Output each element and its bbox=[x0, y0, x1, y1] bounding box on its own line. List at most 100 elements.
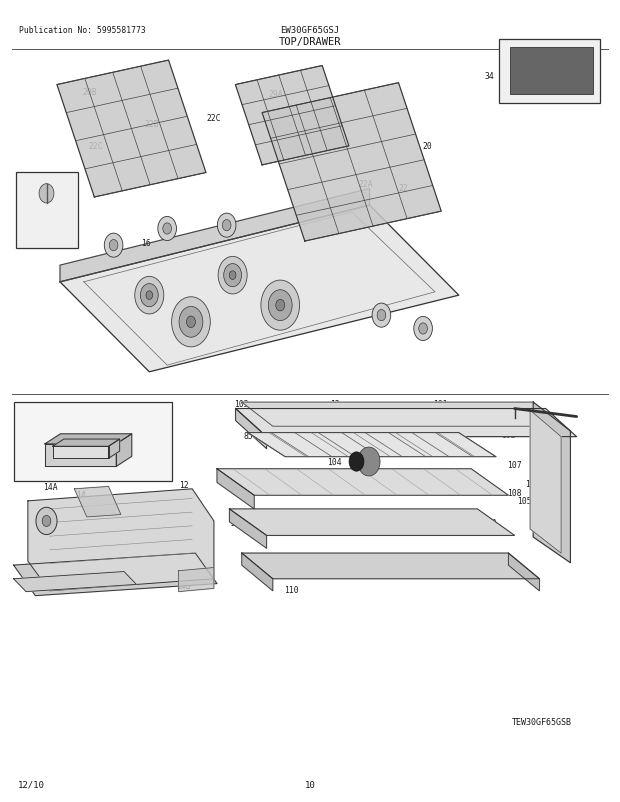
Polygon shape bbox=[53, 447, 108, 459]
Text: 50: 50 bbox=[69, 427, 79, 436]
Text: 104: 104 bbox=[327, 457, 342, 467]
Text: 88: 88 bbox=[20, 178, 30, 187]
Polygon shape bbox=[14, 572, 136, 592]
Text: TOP/DRAWER: TOP/DRAWER bbox=[279, 37, 341, 47]
Circle shape bbox=[223, 221, 231, 232]
Text: 4: 4 bbox=[37, 541, 42, 550]
Circle shape bbox=[109, 241, 118, 252]
Circle shape bbox=[140, 284, 158, 307]
Polygon shape bbox=[60, 189, 370, 282]
Text: 17: 17 bbox=[151, 557, 161, 566]
Circle shape bbox=[135, 277, 164, 314]
Polygon shape bbox=[28, 489, 214, 591]
Text: 106: 106 bbox=[525, 479, 539, 488]
Text: 1: 1 bbox=[215, 475, 219, 484]
Text: 14B: 14B bbox=[175, 581, 190, 590]
Polygon shape bbox=[508, 553, 539, 591]
Text: 85: 85 bbox=[243, 431, 253, 440]
Text: 13: 13 bbox=[314, 435, 324, 444]
Polygon shape bbox=[45, 444, 117, 467]
Text: 12: 12 bbox=[179, 480, 189, 490]
Polygon shape bbox=[45, 435, 131, 444]
Text: TEW30GF65GSB: TEW30GF65GSB bbox=[512, 717, 572, 727]
Text: 2: 2 bbox=[230, 518, 235, 528]
Text: 111: 111 bbox=[98, 407, 113, 416]
Text: 17: 17 bbox=[94, 502, 104, 512]
Polygon shape bbox=[217, 469, 508, 496]
Bar bbox=[16, 172, 78, 249]
Text: 14A: 14A bbox=[185, 565, 200, 574]
Text: 12/10: 12/10 bbox=[17, 780, 44, 789]
Polygon shape bbox=[117, 435, 131, 467]
Polygon shape bbox=[14, 553, 217, 596]
Text: Publication No: 5995581773: Publication No: 5995581773 bbox=[19, 26, 145, 34]
Text: 102: 102 bbox=[501, 430, 516, 439]
Circle shape bbox=[276, 300, 285, 311]
Polygon shape bbox=[236, 409, 267, 449]
Circle shape bbox=[36, 508, 57, 535]
Polygon shape bbox=[229, 509, 515, 536]
Text: 13: 13 bbox=[330, 399, 340, 409]
Polygon shape bbox=[60, 206, 459, 372]
Text: 105: 105 bbox=[516, 496, 531, 506]
Polygon shape bbox=[530, 411, 561, 553]
Polygon shape bbox=[242, 553, 273, 591]
Text: 22B: 22B bbox=[144, 119, 159, 129]
Text: 14: 14 bbox=[76, 490, 86, 500]
Text: 100: 100 bbox=[59, 446, 74, 456]
Circle shape bbox=[268, 290, 292, 321]
Text: 107: 107 bbox=[507, 460, 522, 470]
Text: 50: 50 bbox=[22, 402, 30, 407]
Text: 20: 20 bbox=[423, 141, 433, 151]
Text: 8: 8 bbox=[126, 521, 131, 531]
Text: 29: 29 bbox=[56, 549, 66, 558]
Text: 101: 101 bbox=[433, 399, 448, 409]
Circle shape bbox=[418, 323, 427, 334]
Text: 10: 10 bbox=[304, 780, 316, 789]
Text: 100: 100 bbox=[36, 468, 49, 474]
Circle shape bbox=[218, 257, 247, 294]
Circle shape bbox=[218, 214, 236, 238]
Text: 81: 81 bbox=[367, 482, 377, 492]
Circle shape bbox=[158, 217, 177, 241]
Text: 103: 103 bbox=[234, 399, 249, 409]
Text: 111: 111 bbox=[102, 403, 115, 409]
Polygon shape bbox=[533, 403, 570, 563]
Circle shape bbox=[377, 310, 386, 322]
Circle shape bbox=[358, 448, 380, 476]
Polygon shape bbox=[236, 67, 349, 166]
Text: 16: 16 bbox=[141, 238, 151, 248]
Circle shape bbox=[349, 452, 364, 472]
Polygon shape bbox=[53, 439, 120, 447]
Text: EW30GF65GSJ: EW30GF65GSJ bbox=[280, 26, 340, 34]
Text: 20B: 20B bbox=[82, 87, 97, 97]
Text: 22C: 22C bbox=[206, 113, 221, 123]
Circle shape bbox=[187, 317, 195, 328]
Text: 37: 37 bbox=[510, 407, 520, 416]
Bar bbox=[14, 403, 172, 481]
Circle shape bbox=[146, 291, 153, 300]
Circle shape bbox=[104, 234, 123, 258]
Circle shape bbox=[224, 264, 242, 287]
Text: 22: 22 bbox=[398, 184, 408, 193]
Text: 29A: 29A bbox=[268, 90, 283, 99]
Text: 88: 88 bbox=[31, 196, 41, 205]
Text: 34: 34 bbox=[504, 47, 513, 55]
Polygon shape bbox=[74, 487, 121, 517]
Text: 50: 50 bbox=[53, 423, 61, 429]
Text: 22A: 22A bbox=[358, 180, 373, 189]
Circle shape bbox=[179, 307, 203, 338]
Text: 22C: 22C bbox=[89, 141, 104, 151]
Circle shape bbox=[372, 304, 391, 328]
Text: 50: 50 bbox=[33, 404, 43, 414]
Text: 39: 39 bbox=[28, 565, 38, 574]
Circle shape bbox=[42, 516, 51, 527]
Bar bbox=[499, 40, 600, 104]
Text: 34: 34 bbox=[485, 71, 495, 81]
Polygon shape bbox=[108, 439, 120, 459]
Text: 14A: 14A bbox=[43, 482, 58, 492]
Polygon shape bbox=[242, 403, 564, 427]
Circle shape bbox=[414, 317, 432, 341]
Polygon shape bbox=[242, 553, 539, 579]
Text: 110: 110 bbox=[284, 585, 299, 594]
